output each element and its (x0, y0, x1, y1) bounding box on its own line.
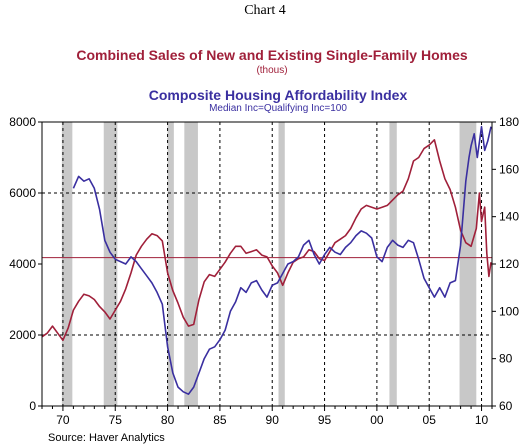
right-y-axis: 60 80 100 120 140 160 180 (492, 115, 519, 413)
recession-band-5 (389, 122, 397, 406)
right-y-tick-label: 140 (499, 210, 519, 224)
x-tick-label: 75 (109, 413, 123, 427)
x-tick-label: 10 (475, 413, 489, 427)
grid-lines (42, 122, 492, 406)
x-tick-label: 85 (213, 413, 227, 427)
right-y-tick-label: 80 (499, 352, 513, 366)
right-y-tick-label: 180 (499, 115, 519, 129)
left-y-tick-label: 8000 (9, 115, 36, 129)
chart-subtitle: Composite Housing Affordability Index (149, 87, 408, 103)
x-tick-label: 70 (56, 413, 70, 427)
left-y-tick-label: 0 (29, 399, 36, 413)
chart-subtitle-note: Median Inc=Qualifying Inc=100 (209, 103, 347, 114)
left-y-tick-label: 4000 (9, 257, 36, 271)
x-axis: 70 75 80 85 90 95 00 05 10 (41, 406, 493, 427)
recession-band-1 (103, 122, 118, 406)
right-y-tick-label: 120 (499, 257, 519, 271)
recession-band-3 (184, 122, 198, 406)
left-y-axis: 0 2000 4000 6000 8000 (9, 115, 42, 413)
x-tick-label: 05 (423, 413, 437, 427)
x-tick-label: 95 (318, 413, 332, 427)
right-y-tick-label: 60 (499, 399, 513, 413)
chart-number: Chart 4 (244, 3, 286, 18)
recession-band-2 (167, 122, 174, 406)
sales-series-line (41, 139, 492, 342)
chart-title: Combined Sales of New and Existing Singl… (76, 47, 468, 63)
series-lines (41, 125, 492, 396)
right-y-tick-label: 160 (499, 162, 519, 176)
source-note: Source: Haver Analytics (48, 432, 165, 444)
chart-title-units: (thous) (256, 65, 287, 76)
right-y-tick-label: 100 (499, 304, 519, 318)
affordability-series-line (72, 125, 492, 396)
x-tick-label: 90 (266, 413, 280, 427)
recession-band-4 (278, 122, 285, 406)
left-y-tick-label: 2000 (9, 328, 36, 342)
x-tick-label: 80 (161, 413, 175, 427)
recession-band-0 (61, 122, 73, 406)
left-y-tick-label: 6000 (9, 186, 36, 200)
x-tick-label: 00 (370, 413, 384, 427)
